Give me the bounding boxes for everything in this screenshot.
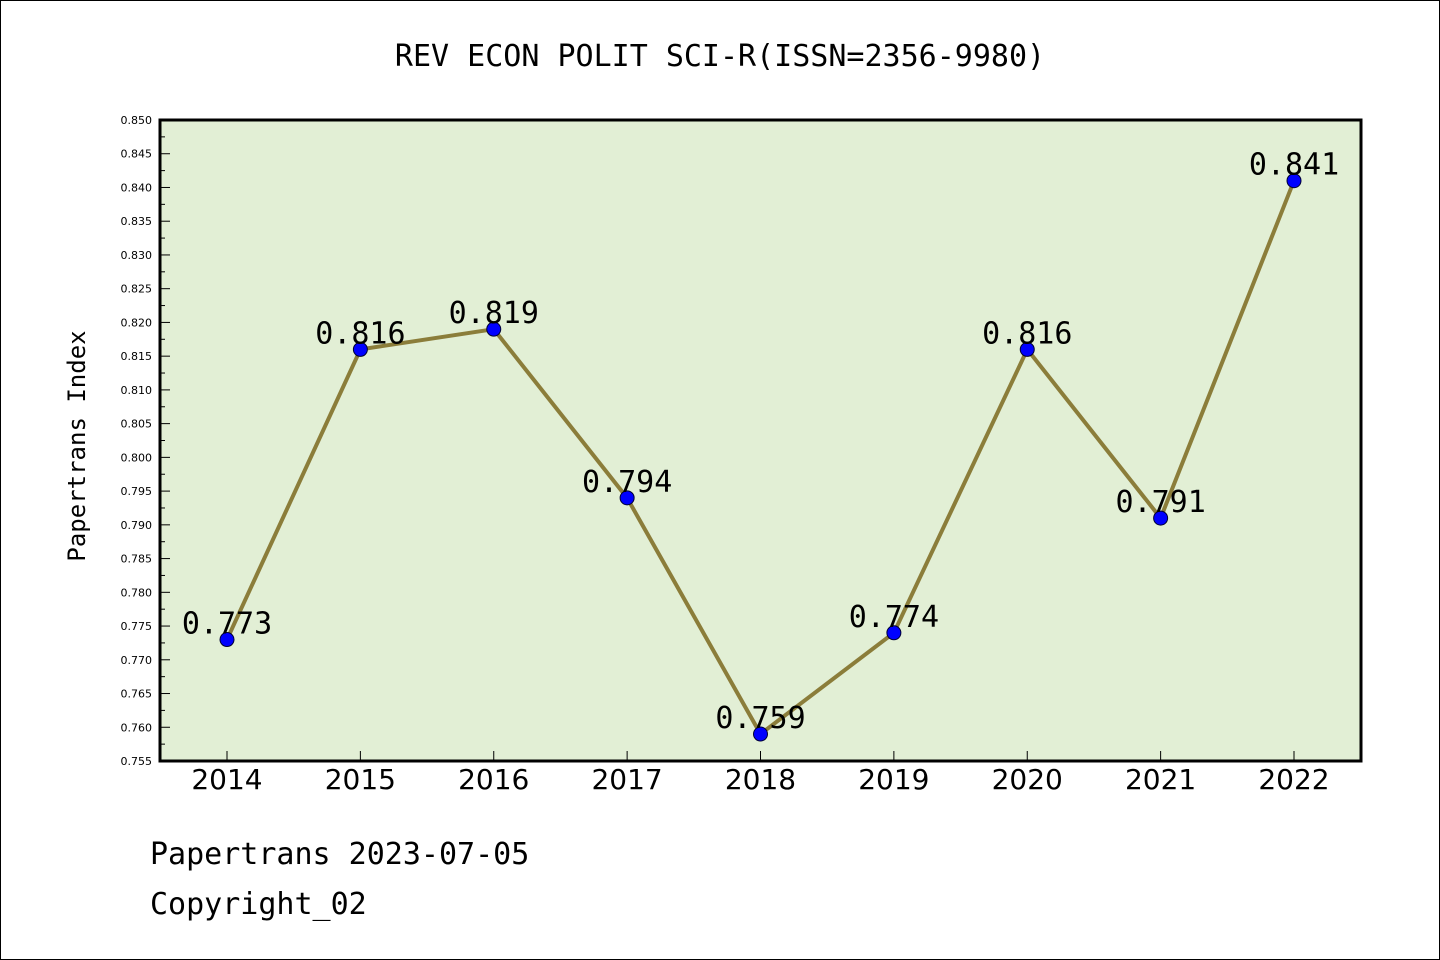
y-tick-label: 0.805 — [121, 418, 153, 431]
data-point — [352, 341, 368, 357]
x-tick-label: 2015 — [325, 763, 396, 796]
y-tick-label: 0.780 — [121, 586, 153, 599]
data-label: 0.841 — [1249, 148, 1339, 183]
data-point — [886, 625, 902, 641]
footer-date: Papertrans 2023-07-05 — [150, 837, 529, 872]
y-tick-label: 0.820 — [121, 316, 153, 329]
x-tick-label: 2017 — [591, 763, 662, 796]
y-tick-label: 0.760 — [121, 721, 153, 734]
y-tick-label: 0.785 — [121, 553, 153, 566]
x-tick-label: 2019 — [858, 763, 929, 796]
x-tick-label: 2020 — [992, 763, 1063, 796]
data-label: 0.759 — [715, 701, 805, 736]
data-label: 0.791 — [1115, 485, 1205, 520]
x-tick-label: 2014 — [191, 763, 262, 796]
data-point — [619, 490, 635, 506]
y-tick-label: 0.775 — [121, 620, 153, 633]
y-tick-label: 0.810 — [121, 384, 153, 397]
x-tick-label: 2018 — [725, 763, 796, 796]
y-tick-label: 0.830 — [121, 249, 153, 262]
y-tick-label: 0.825 — [121, 283, 153, 296]
y-tick-label: 0.765 — [121, 688, 153, 701]
y-tick-label: 0.850 — [121, 114, 153, 127]
data-label: 0.816 — [982, 316, 1072, 351]
y-tick-label: 0.800 — [121, 451, 153, 464]
y-tick-label: 0.795 — [121, 485, 153, 498]
data-point — [1286, 173, 1302, 189]
y-axis-label: Papertrans Index — [63, 330, 91, 561]
data-point — [1153, 510, 1169, 526]
plot-area — [158, 118, 1363, 763]
data-point — [219, 632, 235, 648]
y-tick-label: 0.815 — [121, 350, 153, 363]
data-point — [753, 726, 768, 742]
y-tick-label: 0.840 — [121, 181, 153, 194]
data-label: 0.774 — [849, 600, 939, 635]
data-point — [1019, 341, 1035, 357]
y-axis: 0.755 0.760 0.765 0.770 0.775 0.780 0.785 0.790… — [121, 114, 170, 768]
data-label: 0.816 — [315, 316, 405, 351]
x-tick-label: 2021 — [1125, 763, 1196, 796]
y-tick-label: 0.770 — [121, 654, 153, 667]
x-axis: 2014 2015 2016 2017 2018 2019 2020 2021 2022 — [191, 751, 1330, 796]
chart-title: REV ECON POLIT SCI-R(ISSN=2356-9980) — [395, 39, 1045, 74]
x-tick-label: 2016 — [458, 763, 529, 796]
data-label: 0.773 — [182, 607, 272, 642]
series-layer: 0.773 0.816 0.819 0.794 0.759 0.774 0.816 0.791… — [182, 148, 1339, 742]
footer-copyright: Copyright_02 — [150, 887, 367, 922]
x-tick-label: 2022 — [1258, 763, 1329, 796]
y-tick-label: 0.845 — [121, 148, 153, 161]
y-tick-label: 0.835 — [121, 215, 153, 228]
data-label: 0.819 — [449, 296, 539, 331]
y-tick-label: 0.790 — [121, 519, 153, 532]
y-tick-label: 0.755 — [121, 755, 153, 768]
data-point — [486, 321, 502, 337]
data-label: 0.794 — [582, 465, 672, 500]
